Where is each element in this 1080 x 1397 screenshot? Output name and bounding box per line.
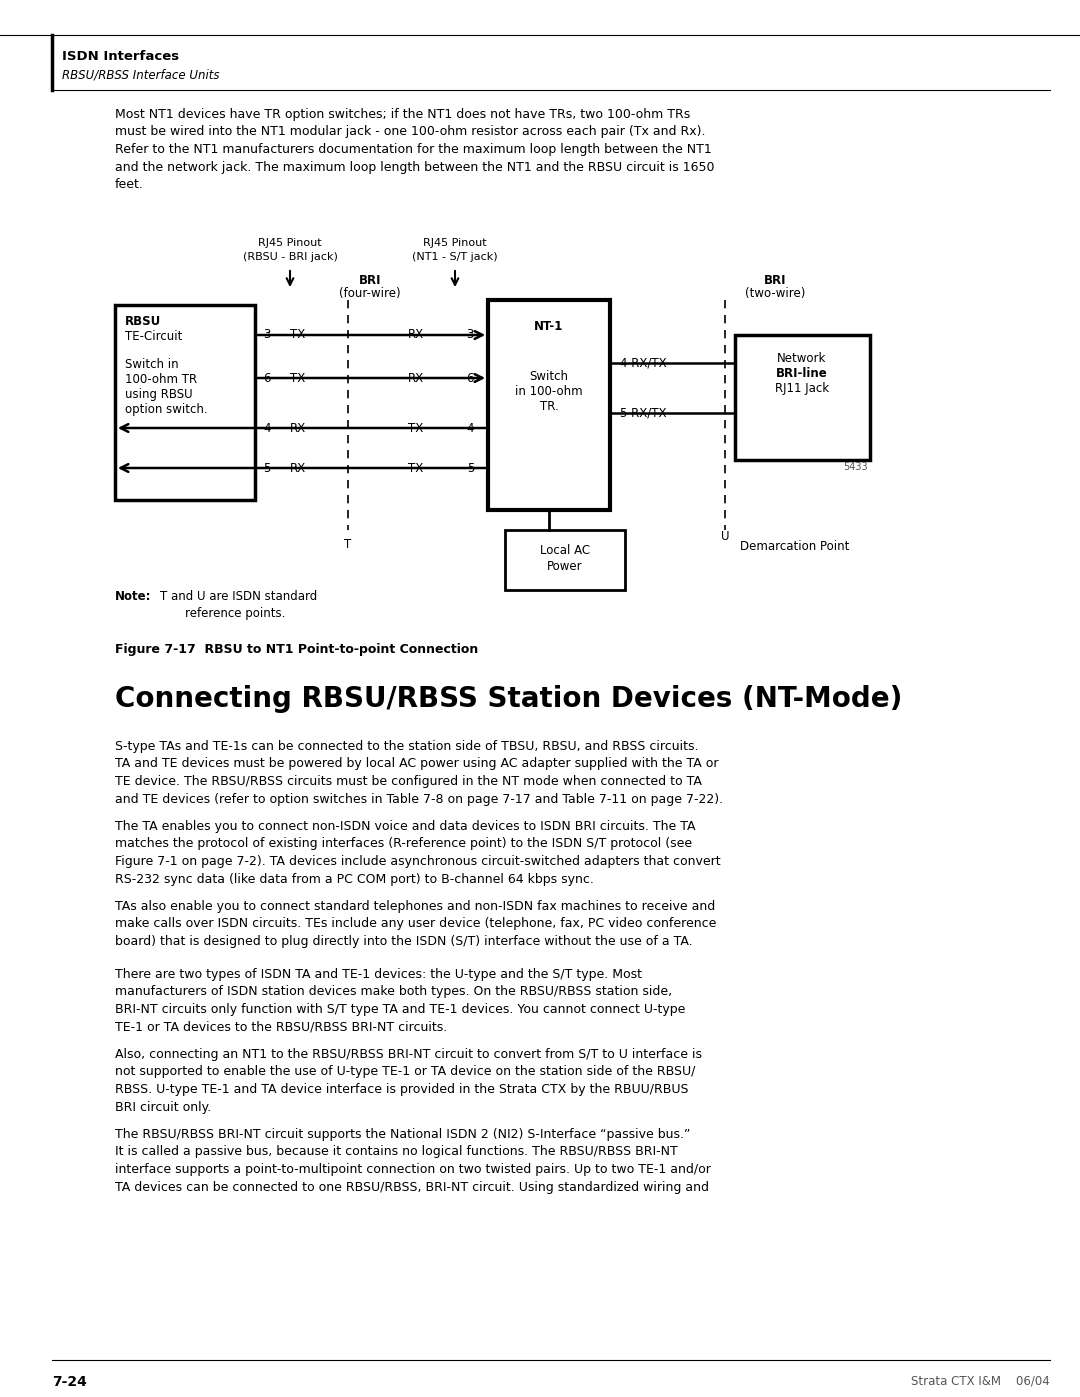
Text: RJ45 Pinout: RJ45 Pinout (423, 237, 487, 249)
Bar (735, 335, 870, 460)
Text: BRI-line: BRI-line (777, 367, 828, 380)
Text: TX: TX (291, 328, 306, 341)
Text: 4: 4 (264, 422, 270, 434)
Text: 6: 6 (264, 372, 270, 384)
Text: TX: TX (408, 422, 423, 434)
Text: (two-wire): (two-wire) (745, 286, 806, 300)
Text: TX: TX (408, 461, 423, 475)
Text: RBSU/RBSS Interface Units: RBSU/RBSS Interface Units (62, 68, 219, 81)
Text: RX: RX (289, 422, 306, 434)
Text: Figure 7-17  RBSU to NT1 Point-to-point Connection: Figure 7-17 RBSU to NT1 Point-to-point C… (114, 643, 478, 657)
Text: T and U are ISDN standard: T and U are ISDN standard (160, 590, 318, 604)
Text: (NT1 - S/T jack): (NT1 - S/T jack) (413, 251, 498, 263)
Text: Connecting RBSU/RBSS Station Devices (NT-Mode): Connecting RBSU/RBSS Station Devices (NT… (114, 685, 903, 712)
Text: 6: 6 (467, 372, 474, 384)
Text: reference points.: reference points. (185, 608, 285, 620)
Text: TX: TX (291, 372, 306, 384)
Text: Local AC: Local AC (540, 543, 590, 557)
Text: BRI: BRI (764, 274, 786, 286)
Text: Network: Network (778, 352, 826, 365)
Text: 5 RX/TX: 5 RX/TX (620, 407, 666, 419)
Bar (488, 300, 610, 510)
Text: RX: RX (289, 461, 306, 475)
Text: RX: RX (408, 328, 424, 341)
Text: TE-Circuit: TE-Circuit (125, 330, 183, 344)
Text: TAs also enable you to connect standard telephones and non-ISDN fax machines to : TAs also enable you to connect standard … (114, 900, 716, 949)
Text: 4 RX/TX: 4 RX/TX (620, 356, 666, 369)
Text: ISDN Interfaces: ISDN Interfaces (62, 50, 179, 63)
Text: Switch: Switch (529, 370, 568, 383)
Text: Demarcation Point: Demarcation Point (740, 541, 849, 553)
Text: RJ11 Jack: RJ11 Jack (775, 381, 829, 395)
Text: RJ45 Pinout: RJ45 Pinout (258, 237, 322, 249)
Text: (RBSU - BRI jack): (RBSU - BRI jack) (243, 251, 337, 263)
Text: 5: 5 (264, 461, 270, 475)
Text: 3: 3 (467, 328, 474, 341)
Text: RX: RX (408, 372, 424, 384)
Text: Also, connecting an NT1 to the RBSU/RBSS BRI-NT circuit to convert from S/T to U: Also, connecting an NT1 to the RBSU/RBSS… (114, 1048, 702, 1113)
Text: in 100-ohm: in 100-ohm (515, 386, 583, 398)
Text: using RBSU: using RBSU (125, 388, 192, 401)
Text: 5: 5 (467, 461, 474, 475)
Text: The TA enables you to connect non-ISDN voice and data devices to ISDN BRI circui: The TA enables you to connect non-ISDN v… (114, 820, 720, 886)
Text: 5433: 5433 (843, 462, 868, 472)
Text: U: U (720, 529, 729, 543)
Text: Most NT1 devices have TR option switches; if the NT1 does not have TRs, two 100-: Most NT1 devices have TR option switches… (114, 108, 715, 191)
Text: 3: 3 (264, 328, 270, 341)
Text: Note:: Note: (114, 590, 151, 604)
Text: There are two types of ISDN TA and TE-1 devices: the U-type and the S/T type. Mo: There are two types of ISDN TA and TE-1 … (114, 968, 686, 1034)
Text: BRI: BRI (359, 274, 381, 286)
Text: Switch in: Switch in (125, 358, 178, 372)
Bar (505, 529, 625, 590)
Text: 4: 4 (467, 422, 474, 434)
Bar (114, 305, 255, 500)
Text: 7-24: 7-24 (52, 1375, 86, 1389)
Text: S-type TAs and TE-1s can be connected to the station side of TBSU, RBSU, and RBS: S-type TAs and TE-1s can be connected to… (114, 740, 724, 806)
Text: (four-wire): (four-wire) (339, 286, 401, 300)
Text: RBSU: RBSU (125, 314, 161, 328)
Text: 100-ohm TR: 100-ohm TR (125, 373, 198, 386)
Text: NT-1: NT-1 (535, 320, 564, 332)
Text: TR.: TR. (540, 400, 558, 414)
Text: option switch.: option switch. (125, 402, 207, 416)
Text: T: T (345, 538, 352, 550)
Text: Strata CTX I&M    06/04: Strata CTX I&M 06/04 (912, 1375, 1050, 1389)
Text: The RBSU/RBSS BRI-NT circuit supports the National ISDN 2 (NI2) S-Interface “pas: The RBSU/RBSS BRI-NT circuit supports th… (114, 1127, 711, 1193)
Text: Power: Power (548, 560, 583, 573)
